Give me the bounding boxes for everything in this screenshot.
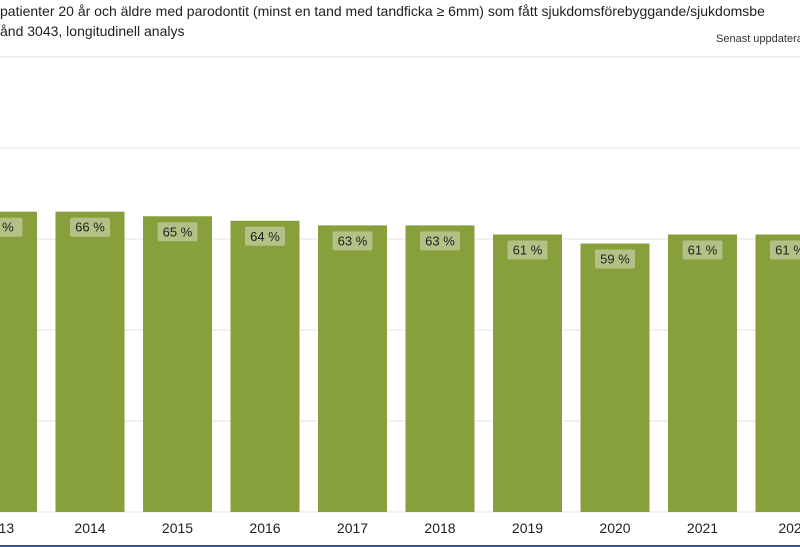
gridlines [0,56,800,513]
bar-2020 [580,243,650,513]
x-tick-2015: 2015 [162,520,193,536]
data-label-bg [0,217,23,237]
bar-2019 [493,234,562,512]
data-label-2022: 61 % [775,242,800,257]
data-label-2013: 6 % [0,220,14,235]
data-label-bg [157,222,198,242]
bars [0,211,800,513]
data-label-bg [70,217,110,237]
last-updated-label: Senast uppdatera [716,33,800,45]
bar-2015 [143,216,212,512]
bar-2018 [405,225,475,512]
chart-title-line-1: patienter 20 år och äldre med parodontit… [0,3,765,19]
bar-2017 [318,225,387,512]
bar-2016 [230,220,300,513]
data-label-2019: 61 % [513,242,543,257]
data-label-2015: 65 % [163,224,193,239]
data-label-2018: 63 % [425,233,455,248]
data-label-2021: 61 % [688,242,718,257]
data-label-2016: 64 % [250,229,280,244]
x-tick-2016: 2016 [249,520,280,536]
x-tick-2020: 2020 [599,520,630,536]
x-tick-2021: 2021 [687,520,718,536]
x-tick-2014: 2014 [74,520,105,536]
data-label-bg [507,240,548,260]
chart-title-line-2: ånd 3043, longitudinell analys [0,23,185,39]
bar-2014 [55,211,125,512]
x-tick-2022: 202 [778,520,800,536]
bar-2022 [755,234,800,512]
bar-2021 [668,234,737,512]
data-label-bg [332,231,373,251]
data-label-2017: 63 % [338,233,368,248]
x-tick-2017: 2017 [337,520,368,536]
data-labels: 6 % 66 % 65 % 64 % 63 % 63 % 61 % 59 % 61 % 61 % [0,217,800,269]
data-label-bg [245,226,285,246]
data-label-bg [682,240,723,260]
data-label-bg [595,249,635,269]
data-label-bg [770,240,800,260]
bar-2013 [0,211,37,512]
x-tick-2019: 2019 [512,520,543,536]
data-label-2020: 59 % [600,252,630,267]
x-axis-ticks: 013 2014 2015 2016 2017 2018 2019 2020 2021 202 [0,520,800,536]
data-label-bg [420,231,460,251]
x-tick-2013: 013 [0,520,14,536]
data-label-2014: 66 % [75,220,105,235]
x-tick-2018: 2018 [424,520,455,536]
